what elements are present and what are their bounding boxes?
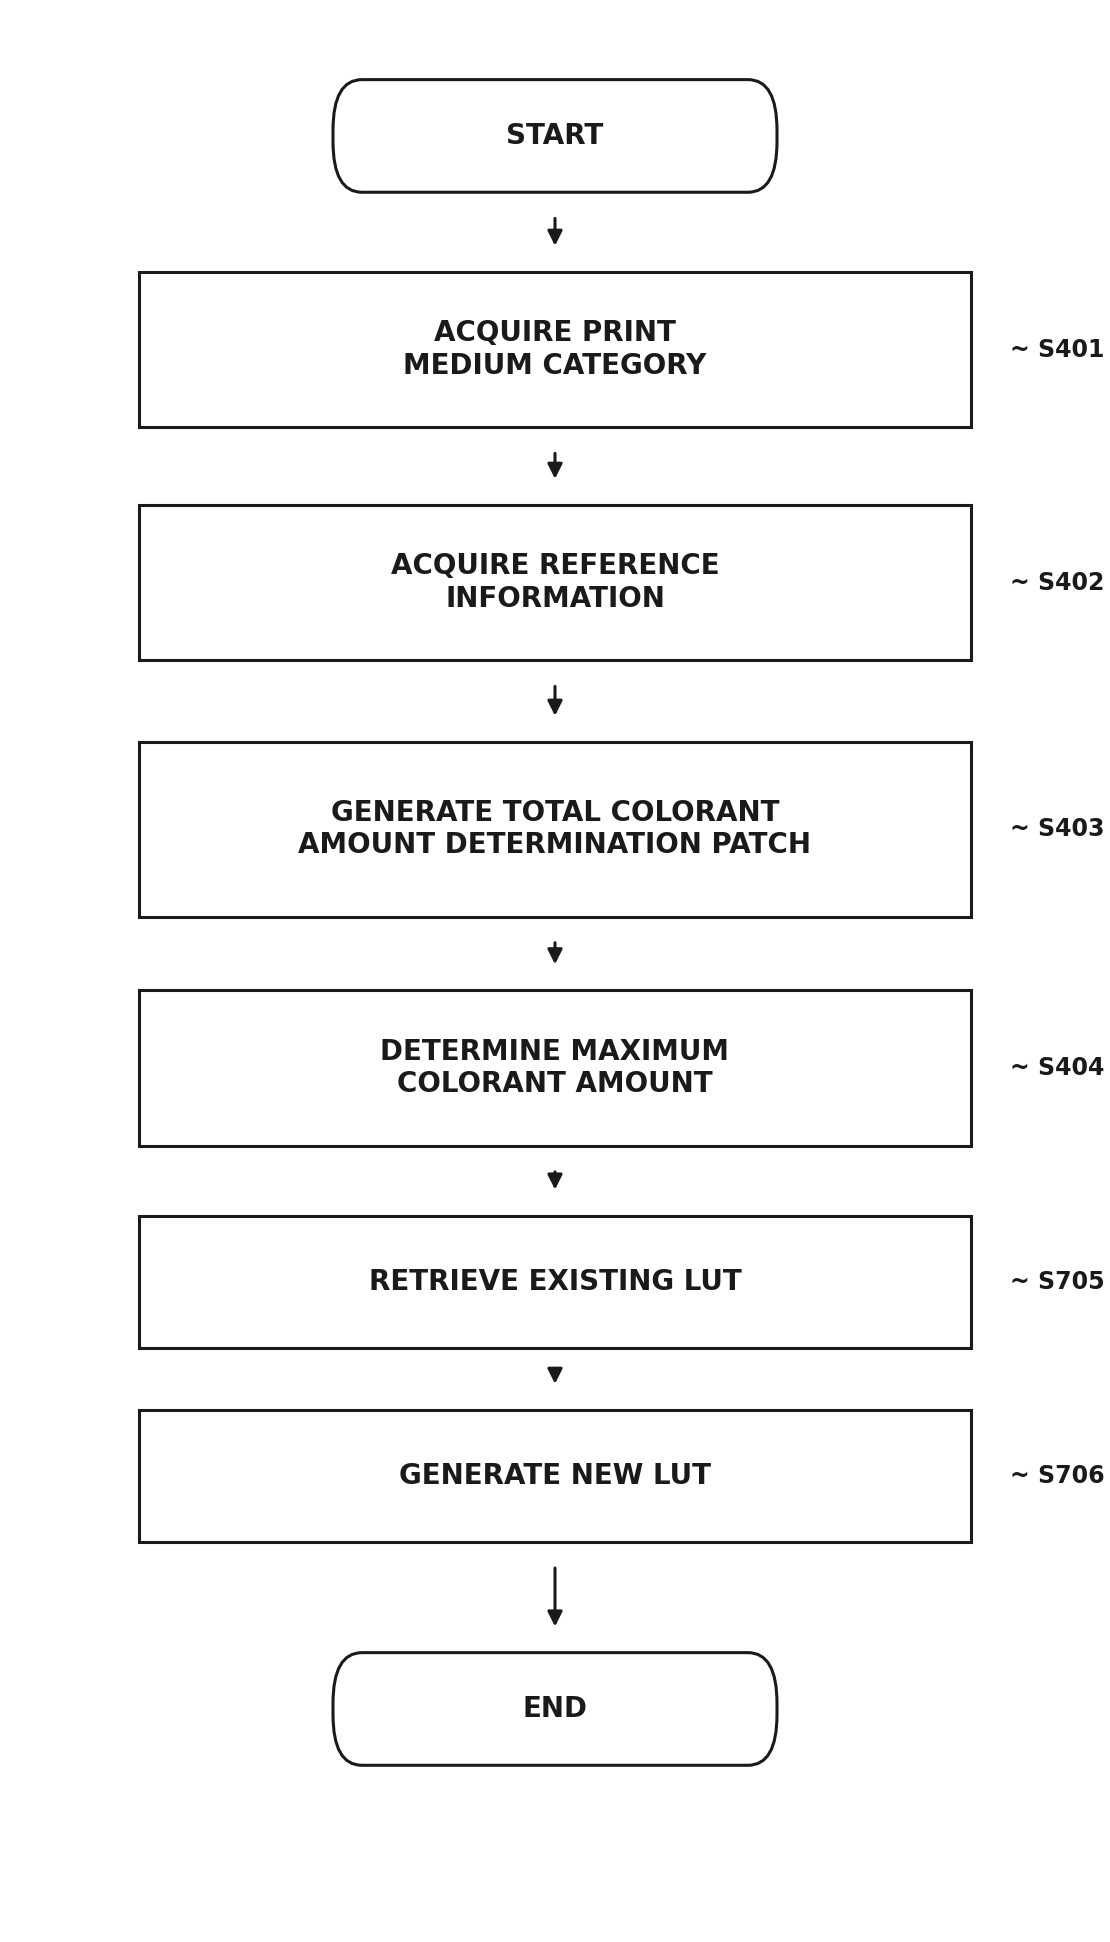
Text: ~ S705: ~ S705 <box>1010 1270 1104 1293</box>
Bar <box>139 742 971 917</box>
Bar <box>139 505 971 660</box>
FancyBboxPatch shape <box>333 1653 777 1765</box>
FancyBboxPatch shape <box>333 80 777 192</box>
Bar <box>139 272 971 427</box>
Text: RETRIEVE EXISTING LUT: RETRIEVE EXISTING LUT <box>369 1268 741 1295</box>
Text: ~ S403: ~ S403 <box>1010 818 1104 841</box>
Text: ~ S402: ~ S402 <box>1010 571 1104 594</box>
Text: ACQUIRE REFERENCE
INFORMATION: ACQUIRE REFERENCE INFORMATION <box>391 552 719 614</box>
Text: ~ S706: ~ S706 <box>1010 1464 1104 1488</box>
Text: DETERMINE MAXIMUM
COLORANT AMOUNT: DETERMINE MAXIMUM COLORANT AMOUNT <box>381 1037 729 1099</box>
Text: GENERATE NEW LUT: GENERATE NEW LUT <box>398 1462 712 1490</box>
Text: START: START <box>506 122 604 150</box>
Text: ACQUIRE PRINT
MEDIUM CATEGORY: ACQUIRE PRINT MEDIUM CATEGORY <box>403 318 707 381</box>
Text: END: END <box>523 1695 587 1723</box>
Text: ~ S404: ~ S404 <box>1010 1056 1104 1080</box>
Text: GENERATE TOTAL COLORANT
AMOUNT DETERMINATION PATCH: GENERATE TOTAL COLORANT AMOUNT DETERMINA… <box>299 798 811 860</box>
Text: ~ S401: ~ S401 <box>1010 338 1104 361</box>
Bar <box>139 1216 971 1348</box>
Bar <box>139 1410 971 1542</box>
Bar <box>139 990 971 1146</box>
